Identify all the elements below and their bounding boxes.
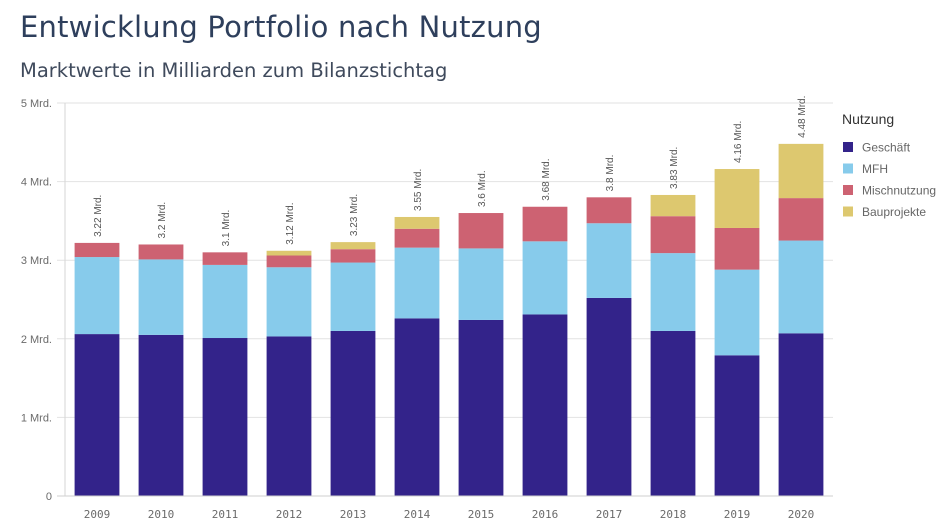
bar-segment-mfh	[458, 248, 504, 320]
total-label: 4.16 Mrd.	[733, 121, 744, 163]
bar-segment-mfh	[330, 262, 376, 331]
total-label: 4.48 Mrd.	[797, 96, 808, 138]
bar-segment-mischnutzung	[650, 216, 696, 254]
legend-label: Geschäft	[862, 141, 911, 155]
chart-subtitle: Marktwerte in Milliarden zum Bilanzstich…	[20, 59, 448, 82]
x-tick-label: 2020	[788, 508, 815, 521]
bar-segment-mfh	[266, 267, 312, 337]
total-label: 3.1 Mrd.	[221, 210, 232, 247]
bar-segment-gesch-ft	[522, 314, 568, 496]
bar-segment-gesch-ft	[202, 338, 248, 496]
bar-segment-mfh	[138, 259, 184, 335]
total-label-group: 3.12 Mrd.	[285, 203, 296, 245]
bar-segment-bauprojekte	[266, 250, 312, 256]
bar-segment-bauprojekte	[778, 143, 824, 199]
bar-segment-gesch-ft	[458, 319, 504, 496]
legend-title: Nutzung	[842, 111, 894, 127]
total-label-group: 3.1 Mrd.	[221, 210, 232, 247]
x-tick-label: 2014	[404, 508, 431, 521]
total-label: 3.12 Mrd.	[285, 203, 296, 245]
y-tick-label: 1 Mrd.	[21, 412, 52, 424]
bar-segment-mischnutzung	[138, 244, 184, 260]
x-tick-label: 2019	[724, 508, 751, 521]
x-tick-label: 2015	[468, 508, 495, 521]
x-tick-label: 2018	[660, 508, 687, 521]
legend-label: Mischnutzung	[862, 184, 936, 198]
total-label: 3.68 Mrd.	[541, 159, 552, 201]
bar-segment-mischnutzung	[202, 252, 248, 265]
bar-segment-bauprojekte	[394, 216, 440, 229]
total-label-group: 3.55 Mrd.	[413, 169, 424, 211]
bar-segment-bauprojekte	[650, 194, 696, 217]
x-tick-label: 2017	[596, 508, 623, 521]
x-tick-label: 2012	[276, 508, 303, 521]
x-tick-label: 2011	[212, 508, 239, 521]
y-tick-label: 4 Mrd.	[21, 177, 52, 189]
total-label: 3.22 Mrd.	[93, 195, 104, 237]
bar-segment-gesch-ft	[650, 330, 696, 496]
chart-title: Entwicklung Portfolio nach Nutzung	[20, 10, 542, 44]
bar-segment-mfh	[586, 223, 632, 298]
x-tick-label: 2010	[148, 508, 175, 521]
bar-segment-mischnutzung	[714, 227, 760, 270]
legend-swatch	[843, 185, 853, 195]
bar-segment-gesch-ft	[74, 334, 120, 496]
bar-segment-mischnutzung	[266, 255, 312, 268]
bar-segment-gesch-ft	[778, 333, 824, 496]
total-label-group: 3.23 Mrd.	[349, 194, 360, 236]
bar-segment-gesch-ft	[266, 336, 312, 496]
bar-segment-mfh	[522, 241, 568, 315]
legend-label: Bauprojekte	[862, 205, 926, 219]
total-label-group: 3.6 Mrd.	[477, 170, 488, 207]
bar-segment-mfh	[714, 269, 760, 356]
total-label: 3.8 Mrd.	[605, 155, 616, 192]
legend-swatch	[843, 142, 853, 152]
x-tick-label: 2016	[532, 508, 559, 521]
total-label: 3.23 Mrd.	[349, 194, 360, 236]
total-label-group: 3.2 Mrd.	[157, 202, 168, 239]
bar-segment-gesch-ft	[586, 297, 632, 496]
total-label-group: 3.83 Mrd.	[669, 147, 680, 189]
legend-label: MFH	[862, 162, 888, 176]
y-tick-label: 2 Mrd.	[21, 334, 52, 346]
bar-segment-gesch-ft	[714, 355, 760, 496]
legend-swatch	[843, 206, 853, 217]
bar-segment-mfh	[394, 247, 440, 319]
total-label: 3.6 Mrd.	[477, 170, 488, 207]
bar-segment-mischnutzung	[778, 198, 824, 241]
legend-swatch	[843, 163, 853, 174]
total-label: 3.55 Mrd.	[413, 169, 424, 211]
bar-segment-gesch-ft	[330, 330, 376, 496]
bar-segment-bauprojekte	[714, 169, 760, 228]
total-label-group: 4.48 Mrd.	[797, 96, 808, 138]
total-label: 3.2 Mrd.	[157, 202, 168, 239]
bar-segment-mischnutzung	[586, 197, 632, 224]
bar-segment-gesch-ft	[138, 334, 184, 496]
bar-segment-mfh	[778, 240, 824, 334]
bar-segment-mischnutzung	[458, 213, 504, 249]
bar-segment-mfh	[650, 253, 696, 331]
y-tick-label: 5 Mrd.	[21, 98, 52, 110]
bar-segment-mischnutzung	[330, 249, 376, 263]
bar-segment-mfh	[202, 264, 248, 339]
bar-segment-mischnutzung	[522, 206, 568, 242]
bar-segment-mischnutzung	[74, 242, 120, 258]
total-label-group: 3.8 Mrd.	[605, 155, 616, 192]
total-label-group: 3.22 Mrd.	[93, 195, 104, 237]
total-label-group: 4.16 Mrd.	[733, 121, 744, 163]
total-label-group: 3.68 Mrd.	[541, 159, 552, 201]
bar-segment-bauprojekte	[330, 242, 376, 250]
y-tick-label: 0	[46, 491, 52, 503]
y-tick-label: 3 Mrd.	[21, 255, 52, 267]
bar-segment-mischnutzung	[394, 228, 440, 248]
bar-segment-mfh	[74, 257, 120, 335]
legend: Nutzung Geschäft MFH Mischnutzung Bauprojekt…	[842, 111, 936, 219]
total-label: 3.83 Mrd.	[669, 147, 680, 189]
x-tick-label: 2009	[84, 508, 111, 521]
x-tick-label: 2013	[340, 508, 367, 521]
bar-segment-gesch-ft	[394, 318, 440, 496]
